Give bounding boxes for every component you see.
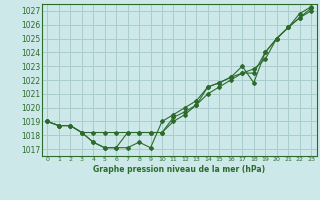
X-axis label: Graphe pression niveau de la mer (hPa): Graphe pression niveau de la mer (hPa) bbox=[93, 165, 265, 174]
